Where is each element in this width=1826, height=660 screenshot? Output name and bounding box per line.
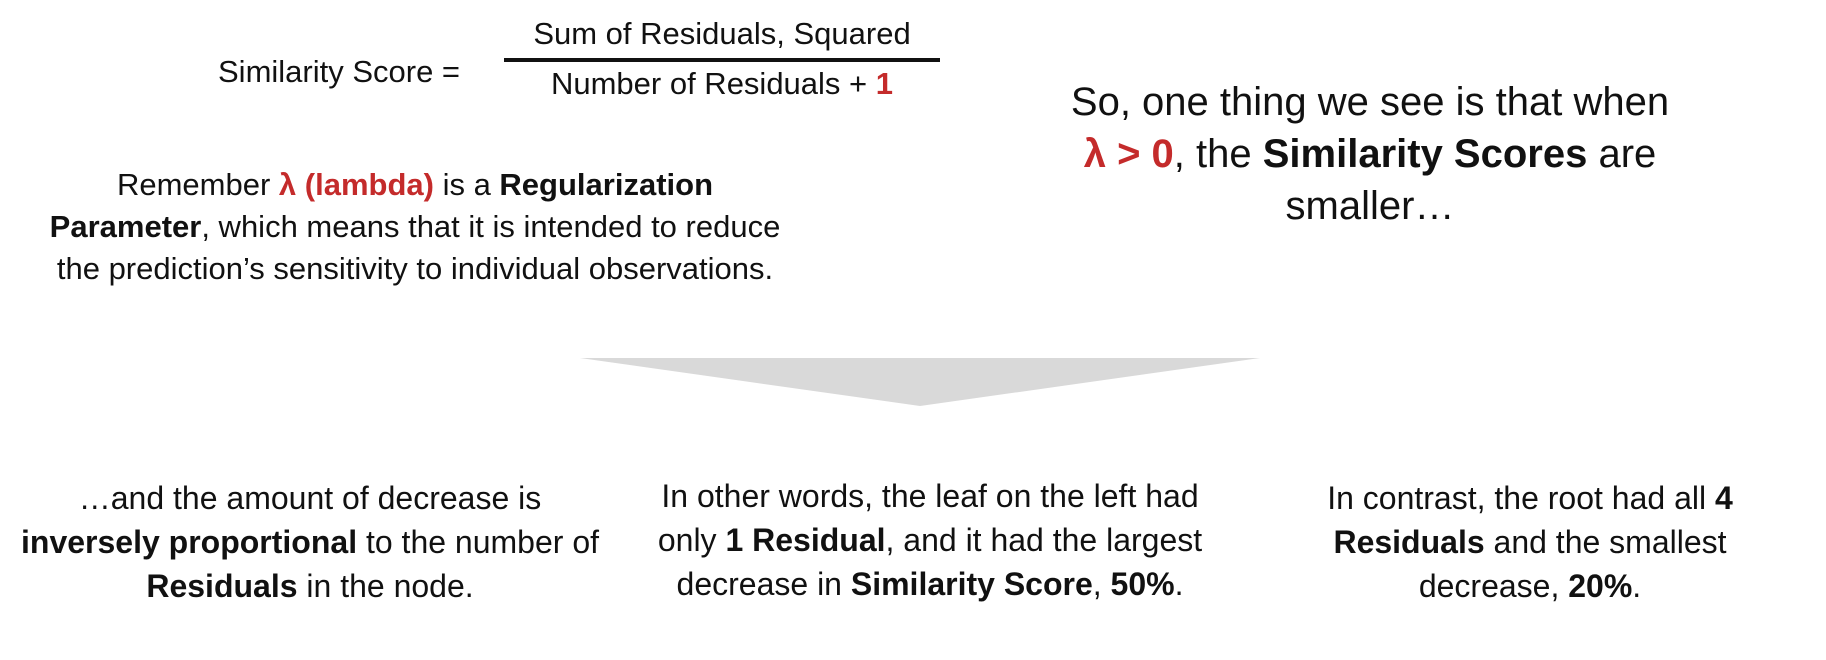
- observation-text: So, one thing we see is that when λ > 0,…: [1060, 76, 1680, 232]
- one-residual-term: 1 Residual: [725, 522, 886, 558]
- col3-text-3: .: [1632, 568, 1642, 604]
- arrow-shape: [580, 358, 1260, 406]
- col1-text-3: in the node.: [297, 568, 474, 604]
- residuals-term: Residuals: [146, 568, 298, 604]
- denominator-text: Number of Residuals +: [550, 66, 876, 101]
- lambda-term: λ (lambda): [278, 167, 434, 202]
- inversely-proportional-term: inversely proportional: [21, 524, 358, 560]
- reminder-text-1: Remember: [116, 167, 279, 202]
- observation-text-3: are smaller…: [1285, 132, 1657, 228]
- observation-text-2: , the: [1173, 132, 1263, 176]
- col3-text-2: and the smallest decrease,: [1418, 524, 1727, 604]
- reminder-text-3: , which means that it is intended to red…: [56, 209, 781, 286]
- col2-text-1: In other words, the leaf on the left had…: [657, 478, 1199, 558]
- leaf-explanation: In other words, the leaf on the left had…: [650, 474, 1210, 606]
- similarity-score-formula: Similarity Score = Sum of Residuals, Squ…: [218, 14, 940, 104]
- col2-text-2: , and it had the largest decrease in: [676, 522, 1203, 602]
- col1-text-2: to the number of: [357, 524, 599, 560]
- col2-text-3: ,: [1092, 566, 1111, 602]
- reminder-text-2: is a: [433, 167, 500, 202]
- regularization-reminder: Remember λ (lambda) is a Regularization …: [40, 164, 790, 290]
- formula-numerator: Sum of Residuals, Squared: [533, 16, 911, 51]
- similarity-scores-term: Similarity Scores: [1262, 132, 1588, 176]
- denominator-lambda-term: 1: [875, 66, 894, 101]
- four-residuals-term: 4 Residuals: [1333, 480, 1733, 560]
- lambda-condition: λ > 0: [1083, 132, 1174, 176]
- fifty-percent-value: 50%: [1110, 566, 1175, 602]
- formula-label: Similarity Score =: [218, 54, 461, 89]
- col2-text-4: .: [1174, 566, 1184, 602]
- down-arrow-icon: [580, 358, 1260, 406]
- fraction-bar: [504, 58, 940, 62]
- regularization-parameter-term: Regularization Parameter: [49, 167, 714, 244]
- similarity-score-term: Similarity Score: [850, 566, 1093, 602]
- observation-text-1: So, one thing we see is that when: [1070, 80, 1670, 124]
- formula-denominator: Number of Residuals + 1: [504, 66, 940, 102]
- col1-text-1: …and the amount of decrease is: [78, 480, 542, 516]
- twenty-percent-value: 20%: [1568, 568, 1633, 604]
- decrease-explanation: …and the amount of decrease is inversely…: [20, 476, 600, 608]
- root-explanation: In contrast, the root had all 4 Residual…: [1260, 476, 1800, 608]
- col3-text-1: In contrast, the root had all: [1327, 480, 1715, 516]
